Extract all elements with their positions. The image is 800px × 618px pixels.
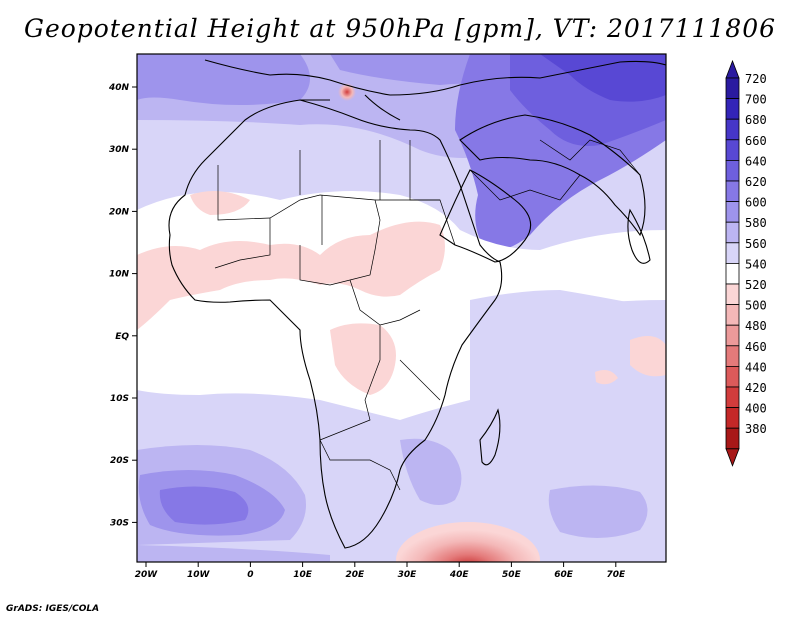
colorbar-segment bbox=[725, 324, 740, 347]
lon-label: 10W bbox=[187, 570, 211, 580]
colorbar-label: 600 bbox=[745, 196, 767, 210]
colorbar-segment bbox=[725, 118, 740, 141]
colorbar-label: 720 bbox=[745, 72, 767, 86]
colorbar-segment bbox=[725, 180, 740, 203]
lon-label: 20W bbox=[135, 570, 159, 580]
colorbar-label: 440 bbox=[745, 360, 767, 374]
colorbar-label: 420 bbox=[745, 381, 767, 395]
colorbar-label: 580 bbox=[745, 216, 767, 230]
lat-label: 10S bbox=[110, 394, 129, 404]
colorbar-segment bbox=[725, 427, 740, 450]
colorbar-segment bbox=[725, 345, 740, 367]
colorbar: 720 700 680 660 640 620 600 580 560 540 520 500 480 4… bbox=[725, 59, 767, 467]
lat-label: 30S bbox=[110, 518, 129, 528]
plot-frame bbox=[136, 53, 667, 563]
lat-label: 20S bbox=[110, 456, 129, 466]
lon-label: 60E bbox=[554, 570, 574, 580]
lat-label: EQ bbox=[115, 332, 129, 342]
colorbar-label: 520 bbox=[745, 278, 767, 292]
colorbar-segment bbox=[725, 386, 740, 409]
lon-label: 0 bbox=[247, 570, 253, 580]
colorbar-segment bbox=[725, 242, 740, 264]
lon-label: 70E bbox=[606, 570, 626, 580]
country-borders bbox=[214, 139, 641, 491]
colorbar-segment bbox=[725, 262, 740, 285]
coastlines bbox=[168, 59, 666, 549]
colorbar-segment bbox=[725, 201, 740, 223]
colorbar-segment bbox=[725, 159, 740, 182]
lon-label: 50E bbox=[502, 570, 522, 580]
colorbar-label: 400 bbox=[745, 402, 767, 416]
lat-label: 40N bbox=[108, 83, 130, 93]
height-field bbox=[137, 54, 666, 562]
colorbar-label: 460 bbox=[745, 340, 767, 354]
colorbar-segment bbox=[725, 407, 740, 429]
colorbar-label: 540 bbox=[745, 257, 767, 271]
colorbar-arrow-top bbox=[725, 59, 740, 79]
colorbar-segment bbox=[725, 139, 740, 161]
colorbar-segment bbox=[725, 221, 740, 244]
colorbar-arrow-bottom bbox=[725, 448, 740, 467]
latitude-axis: 40N 30N 20N 10N EQ 10S 20S 30S bbox=[108, 83, 137, 528]
colorbar-label: 640 bbox=[745, 154, 767, 168]
colorbar-label: 480 bbox=[745, 319, 767, 333]
longitude-axis: 20W 10W 0 10E 20E 30E 40E 50E 60E 70E bbox=[135, 562, 626, 580]
colorbar-label: 680 bbox=[745, 113, 767, 127]
lon-label: 20E bbox=[345, 570, 365, 580]
map-title: Geopotential Height at 950hPa [gpm], VT:… bbox=[23, 14, 777, 43]
colorbar-segment bbox=[725, 283, 740, 306]
lon-label: 40E bbox=[449, 570, 470, 580]
colorbar-segment bbox=[725, 304, 740, 326]
colorbar-label: 660 bbox=[745, 134, 767, 148]
lat-label: 10N bbox=[109, 270, 130, 280]
colorbar-label: 380 bbox=[745, 422, 767, 436]
colorbar-label: 500 bbox=[745, 299, 767, 313]
colorbar-segment bbox=[725, 98, 740, 120]
colorbar-segment bbox=[725, 77, 740, 100]
colorbar-segment bbox=[725, 365, 740, 388]
colorbar-label: 700 bbox=[745, 93, 767, 107]
colorbar-label: 620 bbox=[745, 175, 767, 189]
lon-label: 10E bbox=[293, 570, 313, 580]
credit-label: GrADS: IGES/COLA bbox=[6, 604, 100, 614]
lon-label: 30E bbox=[398, 570, 418, 580]
lat-label: 30N bbox=[109, 145, 130, 155]
lat-label: 20N bbox=[109, 207, 130, 217]
colorbar-label: 560 bbox=[745, 237, 767, 251]
